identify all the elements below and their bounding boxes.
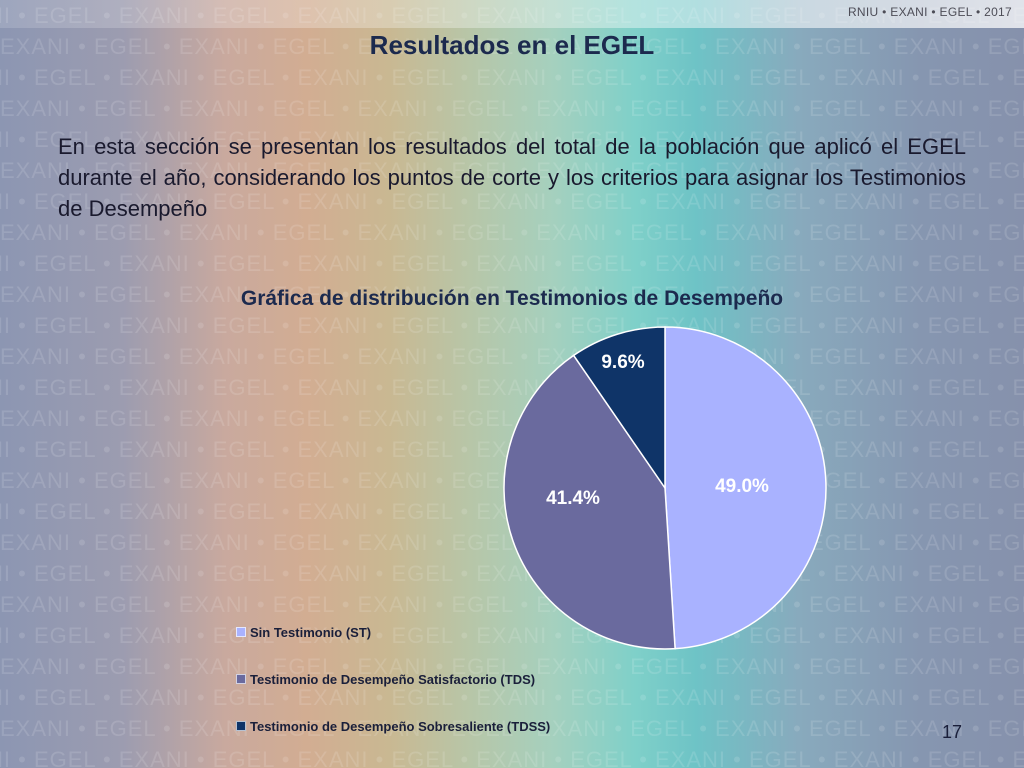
chart-title: Gráfica de distribución en Testimonios d…	[240, 287, 784, 310]
header-strip	[0, 0, 1024, 28]
legend-swatch	[236, 721, 246, 731]
pie-data-label-1: 49.0%	[715, 476, 769, 497]
legend-swatch	[236, 627, 246, 637]
chart-legend: Sin Testimonio (ST) Testimonio de Desempe…	[236, 620, 550, 761]
slide-body-text: En esta sección se presentan los resulta…	[58, 134, 966, 221]
pie-slice-2	[503, 354, 676, 650]
legend-label: Sin Testimonio (ST)	[250, 624, 372, 640]
legend-swatch	[236, 674, 246, 684]
legend-label: Testimonio de Desempeño Satisfactorio (T…	[250, 671, 536, 687]
legend-item-1: Sin Testimonio (ST)	[236, 620, 550, 644]
brand-label: RNIU • EXANI • EGEL • 2017	[847, 5, 1012, 19]
legend-item-3: Testimonio de Desempeño Sobresaliente (T…	[236, 714, 550, 738]
slide-title: Resultados en el EGEL	[369, 30, 655, 60]
legend-item-2: Testimonio de Desempeño Satisfactorio (T…	[236, 667, 550, 691]
page-number: 17	[941, 722, 962, 742]
pie-slice-3	[572, 326, 666, 491]
legend-label: Testimonio de Desempeño Sobresaliente (T…	[250, 718, 551, 734]
pie-slice-1	[664, 326, 827, 650]
pie-data-label-3: 9.6%	[601, 352, 644, 373]
pie-data-label-2: 41.4%	[546, 488, 600, 509]
